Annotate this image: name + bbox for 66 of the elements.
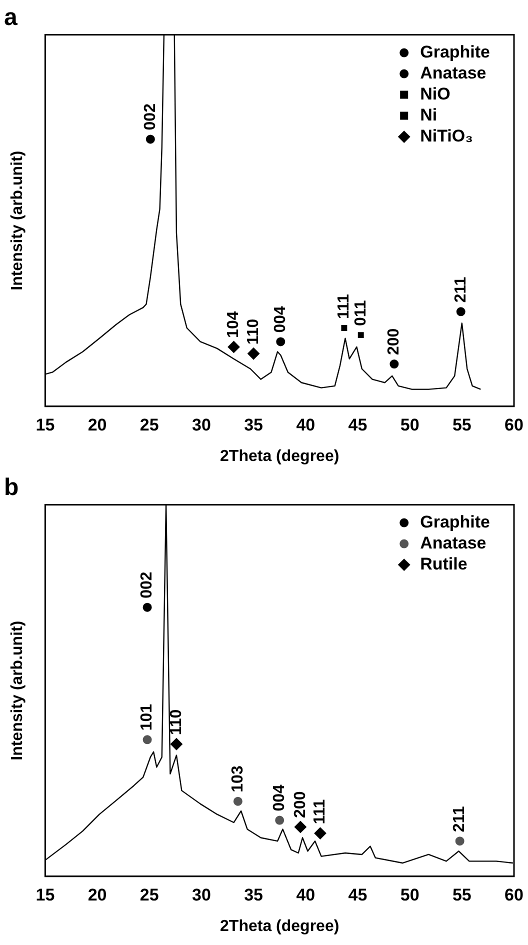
x-tick-label: 50 [400,415,420,434]
x-tick-label: 35 [244,885,264,904]
x-tick-label: 25 [140,885,159,904]
annotation: 111 [336,294,353,319]
legend-label: Anatase [420,533,486,552]
point [390,360,399,369]
annotation: 103 [229,766,246,792]
x-tick-label: 35 [244,415,264,434]
x-tick-label: 15 [36,885,55,904]
x-tick-label: 60 [504,885,524,904]
x-tick-label: 30 [192,885,211,904]
legend-label: Graphite [420,512,490,532]
annotation: 101 [138,704,156,731]
annotation: 004 [272,306,290,333]
point [142,735,152,744]
point [456,307,466,316]
x-axis-title: 2Theta (degree) [220,918,340,935]
legend-label: NiTiO₃ [420,126,473,146]
annotation: 110 [244,318,262,345]
legend-label: NiO [420,84,450,104]
annotation: 004 [271,784,288,812]
annotation: 200 [292,791,309,818]
point [275,816,284,825]
x-tick-label: 20 [88,885,107,904]
x-tick-label: 55 [452,415,472,434]
legend-label: Rutile [420,554,468,574]
point [314,827,326,840]
point [233,796,242,806]
annotation: 211 [452,276,470,303]
legend-label: Ni [420,105,438,124]
point [146,134,155,144]
point [170,738,182,750]
x-tick-label: 45 [348,885,368,904]
x-tick-label: 15 [36,415,55,434]
chart-title: b [4,474,19,502]
annotation: 104 [225,311,242,338]
point [276,337,286,346]
x-tick-label: 50 [400,885,420,904]
y-axis-title: Intensity (arb.unit) [9,150,26,290]
point [228,340,240,353]
point [455,836,464,846]
x-axis-title: 2Theta (degree) [220,448,340,465]
x-tick-label: 55 [452,885,472,904]
chart-title: a [4,4,18,32]
legend-label: Anatase [420,63,486,82]
legend-label: Graphite [420,42,490,62]
x-tick-label: 30 [192,415,211,434]
annotation: 211 [451,806,468,832]
annotation: 111 [312,799,329,824]
x-tick-label: 40 [296,415,316,434]
x-tick-label: 45 [348,415,368,434]
x-tick-label: 25 [140,415,159,434]
x-tick-label: 20 [88,415,107,434]
annotation: 002 [138,572,156,598]
annotation: 110 [168,709,185,736]
x-tick-label: 60 [504,415,524,434]
point [341,325,348,331]
annotation: 002 [142,103,159,130]
point [142,602,152,612]
point [248,348,260,360]
y-axis-title: Intensity (arb.unit) [9,620,26,760]
point [358,332,364,338]
x-tick-label: 40 [296,885,316,904]
point [294,820,306,833]
annotation: 011 [352,300,370,326]
annotation: 200 [386,328,403,356]
